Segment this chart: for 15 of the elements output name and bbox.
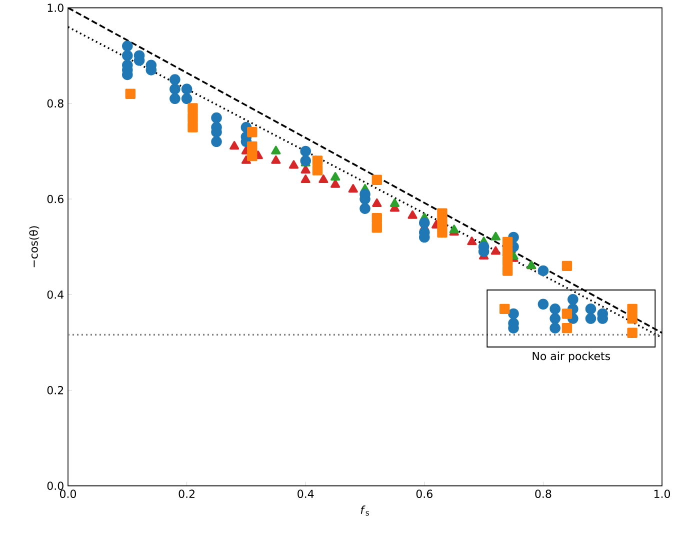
y-tick-label: 0.0 [47, 482, 64, 490]
x-tick-label: 1.0 [654, 490, 670, 498]
x-tick-label: 0.6 [416, 490, 432, 498]
annotation: No air pockets [532, 352, 610, 362]
x-tick-label: 0.4 [298, 490, 314, 498]
y-tick-label: 0.8 [47, 99, 64, 108]
x-tick-label: 0.0 [60, 490, 76, 498]
y-tick-label: 0.6 [47, 194, 64, 204]
y-tick-label: 0.2 [47, 386, 64, 394]
y-axis-title: −cos(θ) [29, 226, 40, 268]
x-tick-label: 0.8 [535, 490, 552, 498]
y-tick-label: 1.0 [48, 4, 64, 12]
x-axis-title: f$_{s}$ [360, 506, 370, 516]
y-tick-label: 0.4 [47, 290, 64, 299]
x-tick-label: 0.2 [178, 490, 194, 498]
